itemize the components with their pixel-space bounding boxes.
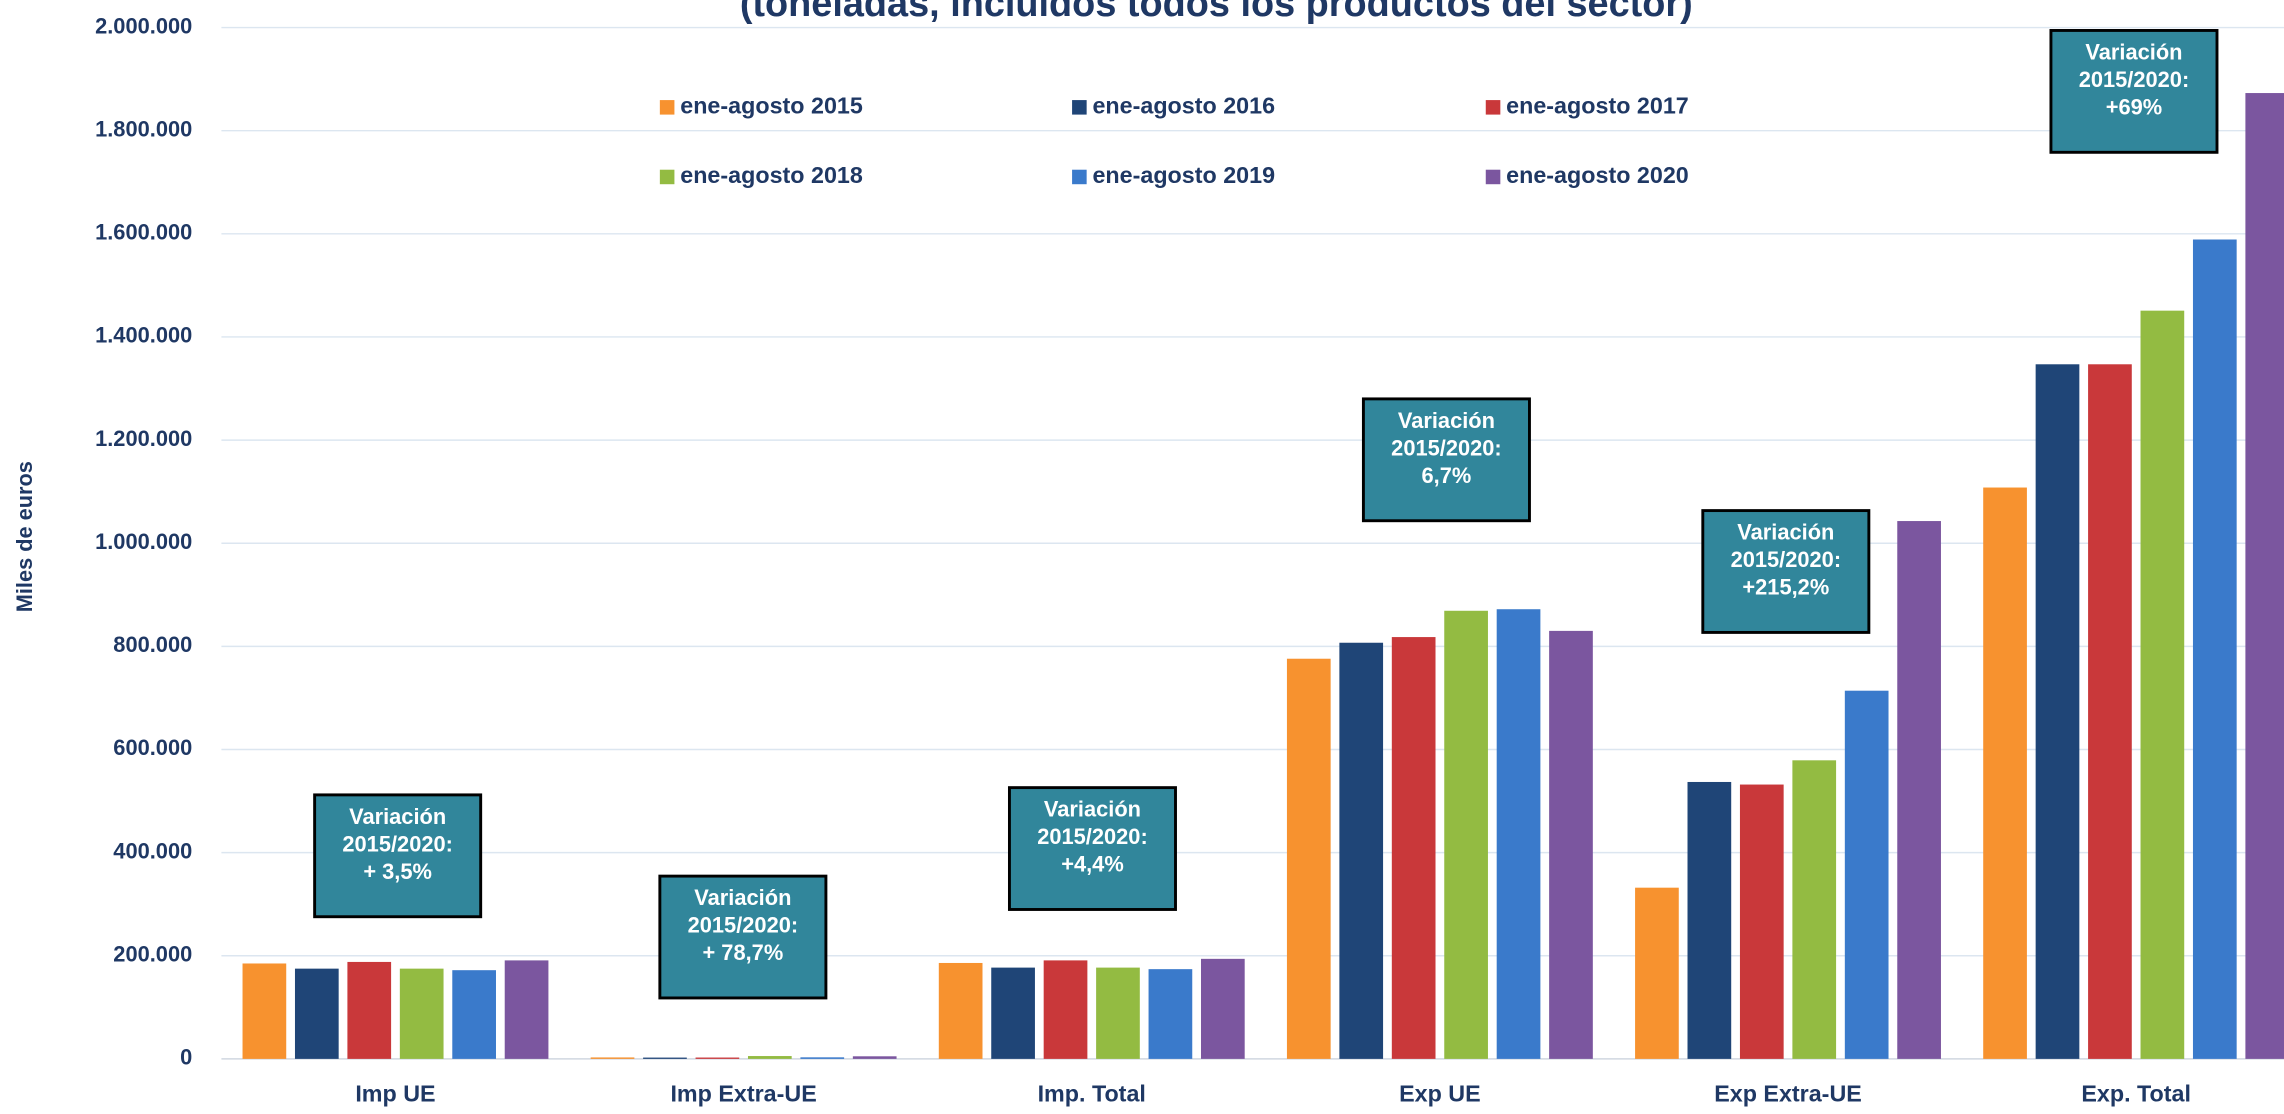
y-tick-label: 1.400.000	[95, 323, 192, 348]
legend-swatch	[1072, 100, 1087, 115]
y-tick-label: 1.200.000	[95, 426, 192, 451]
bar	[1983, 487, 2027, 1059]
bar	[1687, 781, 1732, 1059]
legend-swatch	[1485, 100, 1501, 115]
bar	[2245, 93, 2284, 1059]
y-tick-label: 200.000	[113, 942, 192, 967]
bar	[1792, 760, 1837, 1059]
annotation-text: 2015/2020:	[2079, 67, 2190, 92]
bar	[2192, 239, 2237, 1059]
bar	[452, 970, 496, 1059]
annotation-text: 2015/2020:	[1731, 547, 1842, 572]
bar	[1096, 967, 1140, 1059]
annotation-text: +4,4%	[1061, 852, 1124, 877]
legend-label: ene-agosto 2018	[680, 162, 863, 188]
bar	[747, 1056, 792, 1059]
bar	[800, 1057, 845, 1059]
bar	[1897, 521, 1941, 1059]
bar	[643, 1057, 687, 1059]
legend-label: ene-agosto 2017	[1506, 93, 1689, 119]
bar	[399, 968, 444, 1059]
bar	[294, 968, 339, 1059]
bar	[504, 960, 549, 1059]
y-tick-label: 600.000	[113, 735, 192, 760]
annotation-text: Variación	[694, 885, 791, 910]
bar	[1339, 642, 1384, 1059]
bar	[1844, 690, 1889, 1059]
legend-label: ene-agosto 2016	[1092, 93, 1275, 119]
legend-label: ene-agosto 2020	[1506, 162, 1689, 188]
y-tick-label: 1.600.000	[95, 220, 192, 245]
y-tick-label: 0	[180, 1045, 192, 1070]
annotation-text: 2015/2020:	[342, 831, 453, 856]
bar	[852, 1056, 897, 1059]
x-tick-label: Exp UE	[1399, 1080, 1481, 1106]
annotation-text: Variación	[2085, 39, 2182, 64]
y-tick-label: 800.000	[113, 632, 192, 657]
x-tick-label: Exp. Total	[2081, 1080, 2191, 1106]
annotation-text: 2015/2020:	[688, 913, 799, 938]
annotation-text: 2015/2020:	[1037, 824, 1148, 849]
annotation-text: Variación	[1044, 797, 1141, 822]
annotation-text: +215,2%	[1742, 575, 1829, 600]
annotation-text: Variación	[1398, 408, 1495, 433]
y-tick-label: 400.000	[113, 838, 192, 863]
bar	[1549, 630, 1593, 1059]
bar	[938, 962, 983, 1059]
legend-label: ene-agosto 2019	[1092, 162, 1275, 188]
annotation-text: 6,7%	[1422, 463, 1472, 488]
x-tick-label: Imp. Total	[1038, 1080, 1146, 1106]
legend-swatch	[1485, 169, 1501, 185]
bar	[1148, 969, 1193, 1059]
legend-label: ene-agosto 2015	[680, 93, 863, 119]
bar	[1391, 637, 1436, 1059]
bar	[2088, 364, 2132, 1059]
annotation-box	[1007, 786, 1177, 911]
bar	[590, 1057, 635, 1059]
annotation-text: + 3,5%	[363, 859, 432, 884]
x-tick-label: Imp UE	[355, 1080, 435, 1106]
bar	[1286, 658, 1331, 1059]
bar	[242, 963, 287, 1059]
y-tick-label: 1.800.000	[95, 116, 192, 141]
chart-title: (toneladas, incluidos todos los producto…	[740, 0, 1693, 25]
annotation-text: 2015/2020:	[1391, 435, 1502, 460]
annotation-box	[1361, 397, 1531, 523]
bar	[1496, 609, 1541, 1059]
y-tick-label: 2.000.000	[95, 13, 192, 38]
annotation-box	[2049, 29, 2219, 154]
y-tick-label: 1.000.000	[95, 529, 192, 554]
x-tick-label: Imp Extra-UE	[670, 1080, 816, 1106]
annotation-text: Variación	[1737, 520, 1834, 545]
annotation-text: Variación	[349, 804, 446, 829]
annotation-text: +69%	[2106, 95, 2162, 120]
y-axis-label: Miles de euros	[12, 461, 37, 612]
bar	[1043, 960, 1088, 1059]
annotation-box	[1701, 509, 1871, 634]
x-tick-label: Exp Extra-UE	[1714, 1080, 1862, 1106]
bar	[2035, 364, 2080, 1059]
bar	[1635, 887, 1679, 1059]
bar	[1200, 958, 1245, 1059]
legend-swatch	[659, 169, 675, 185]
bar	[347, 961, 392, 1059]
bar	[1444, 610, 1488, 1059]
bar	[695, 1057, 740, 1059]
annotation-box	[658, 874, 828, 1000]
bar	[991, 967, 1035, 1059]
annotation-box	[313, 793, 483, 919]
annotation-text: + 78,7%	[703, 940, 784, 965]
bar	[1739, 784, 1784, 1059]
legend-swatch	[659, 100, 675, 115]
bar	[2140, 310, 2185, 1059]
legend-swatch	[1072, 169, 1087, 185]
